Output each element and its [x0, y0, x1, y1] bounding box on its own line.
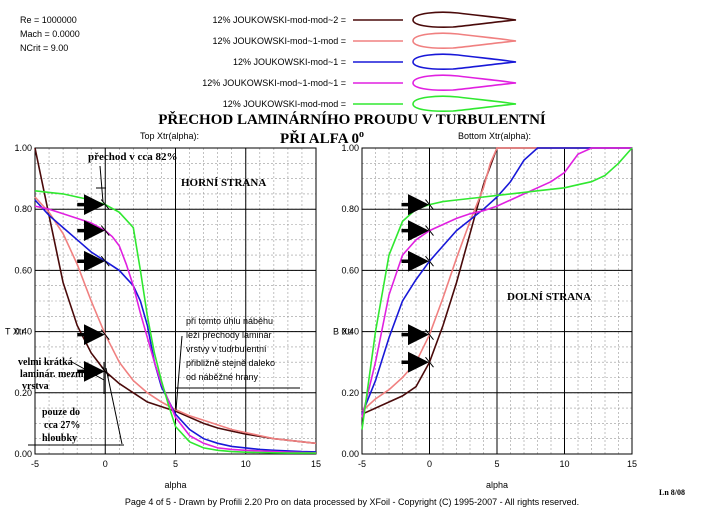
airfoil-shape-icon [412, 95, 517, 112]
x-tick-label: 0 [427, 459, 432, 469]
y-tick-label: 0.20 [14, 388, 32, 398]
y-tick-label: 0.60 [14, 265, 32, 275]
x-axis-label: alpha [486, 480, 508, 490]
heading-line2: PŘI ALFA 0o [280, 129, 364, 147]
svg-text:od náběžné hrany: od náběžné hrany [186, 372, 259, 382]
chart-title: Top Xtr(alpha): [140, 131, 199, 141]
crossing-mark [425, 356, 434, 368]
crossing-mark [425, 199, 434, 210]
plot-frame [34, 147, 317, 455]
x-tick-label: 0 [103, 459, 108, 469]
heading-degree: o [359, 129, 364, 140]
svg-text:přibližně stejně daleko: přibližně stejně daleko [186, 358, 275, 368]
series-line [34, 196, 317, 445]
svg-text:cca 27%: cca 27% [44, 420, 80, 431]
label-dolni-strana: DOLNÍ STRANA [507, 291, 591, 303]
svg-text:velmi krátká: velmi krátká [18, 357, 73, 368]
x-tick-label: -5 [31, 459, 39, 469]
y-axis-label: B Xtr [333, 327, 353, 337]
heading-line1: PŘECHOD LAMINÁRNÍHO PROUDU V TURBULENTNÍ [158, 111, 546, 128]
legend-label: 12% JOUKOWSKI-mod-mod = [223, 99, 346, 109]
y-tick-label: 0.40 [14, 327, 32, 337]
annotation-pouze: pouze do cca 27% hloubky [28, 367, 124, 446]
label-horni-strana: HORNÍ STRANA [181, 177, 266, 189]
info-re: Re = 1000000 [20, 15, 77, 25]
y-tick-label: 0.80 [341, 204, 359, 214]
y-axis-label: T Xtr [5, 327, 24, 337]
x-axis-label: alpha [164, 480, 186, 490]
airfoil-shape-icon [412, 53, 517, 70]
annotation-prechod: přechod v cca 82% [88, 151, 178, 203]
y-tick-label: 0.80 [14, 204, 32, 214]
top-xtr-chart: -5 0 5 10 15 0.00 0.20 0.40 0.60 0.80 1.00 Top Xtr(… [5, 131, 321, 490]
bottom-xtr-chart: -5 0 5 10 15 0.00 0.20 0.40 0.60 0.80 1.00 Bottom X… [333, 131, 637, 490]
y-tick-label: 1.00 [341, 143, 359, 153]
y-tick-label: 0.20 [341, 388, 359, 398]
x-tick-label: 10 [559, 459, 569, 469]
x-tick-label: 5 [494, 459, 499, 469]
crossing-mark [100, 255, 110, 267]
series-line [34, 199, 317, 453]
crossing-mark [425, 225, 434, 236]
legend-label: 12% JOUKOWSKI-mod~1 = [233, 57, 346, 67]
footer: Page 4 of 5 - Drawn by Profili 2.20 Pro … [125, 497, 579, 507]
svg-text:laminár. mezní: laminár. mezní [20, 369, 84, 380]
svg-text:vrstva: vrstva [22, 381, 49, 392]
y-tick-label: 1.00 [14, 143, 32, 153]
crossing-mark [425, 329, 434, 340]
info-ncrit: NCrit = 9.00 [20, 43, 68, 53]
svg-text:hloubky: hloubky [42, 433, 77, 444]
legend-label: 12% JOUKOWSKI-mod~1-mod = [212, 36, 346, 46]
y-tick-label: 0.00 [14, 449, 32, 459]
x-tick-label: 15 [627, 459, 637, 469]
crossing-mark [425, 255, 434, 267]
legend-label: 12% JOUKOWSKI-mod~1-mod~1 = [202, 78, 346, 88]
crossing-mark [100, 329, 110, 340]
x-tick-label: 5 [173, 459, 178, 469]
charts: -5 0 5 10 15 0.00 0.20 0.40 0.60 0.80 1.00 Top Xtr(… [5, 131, 637, 490]
airfoil-shape-icon [412, 74, 517, 91]
series-line [361, 147, 632, 418]
x-tick-label: 10 [241, 459, 251, 469]
x-tick-label: -5 [358, 459, 366, 469]
y-tick-label: 0.00 [341, 449, 359, 459]
svg-text:leží přechody laminár: leží přechody laminár [186, 330, 272, 340]
crossing-mark [100, 225, 110, 236]
airfoil-shape-icon [412, 11, 517, 28]
svg-text:pouze do: pouze do [42, 407, 80, 418]
series-line [361, 147, 632, 415]
corner-label: Ln 8/08 [659, 488, 685, 497]
svg-text:při tomto úhlu náběhu: při tomto úhlu náběhu [186, 316, 273, 326]
svg-text:přechod v cca 82%: přechod v cca 82% [88, 151, 178, 163]
legend: 12% JOUKOWSKI-mod-mod~2 = 12% JOUKOWSKI-m… [202, 11, 517, 112]
chart-title: Bottom Xtr(alpha): [458, 131, 531, 141]
series-line [361, 147, 633, 430]
x-tick-label: 15 [311, 459, 321, 469]
airfoil-shape-icon [412, 32, 517, 49]
legend-label: 12% JOUKOWSKI-mod-mod~2 = [212, 15, 346, 25]
info-mach: Mach = 0.0000 [20, 29, 80, 39]
svg-text:vrstvy v tudrbulentní: vrstvy v tudrbulentní [186, 344, 267, 354]
y-tick-label: 0.60 [341, 265, 359, 275]
y-tick-label: 0.40 [341, 327, 359, 337]
annotation-note: při tomto úhlu náběhu leží přechody lami… [175, 316, 300, 411]
annotation-velmi: velmi krátká laminár. mezní vrstva [18, 357, 105, 394]
